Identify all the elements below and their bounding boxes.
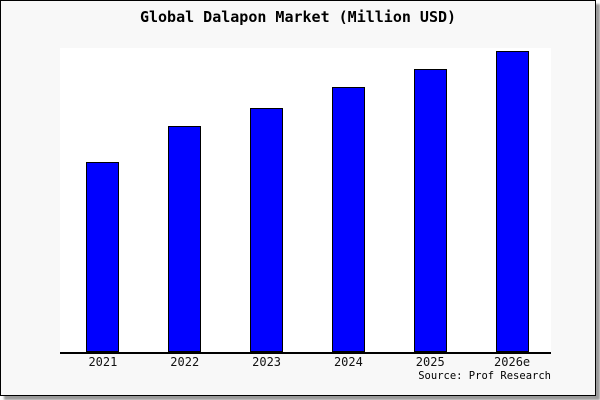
x-tick-label-2025: 2025 [415,355,445,369]
chart-title: Global Dalapon Market (Million USD) [139,8,457,26]
x-tick-label-2024: 2024 [333,355,363,369]
bar-2026e [495,51,529,352]
bar-2023 [250,108,284,352]
x-tick-label-2023: 2023 [252,355,282,369]
x-tick-label-2022: 2022 [170,355,200,369]
x-tick-label-2026e: 2026e [494,355,531,369]
bar-2025 [413,69,447,352]
bar-2021 [86,162,120,352]
bar-2024 [331,87,365,352]
x-axis-line [60,352,551,354]
source-credit: Source: Prof Research [418,370,551,382]
plot-area [60,48,551,352]
bar-2022 [168,126,202,352]
x-tick-label-2021: 2021 [88,355,118,369]
